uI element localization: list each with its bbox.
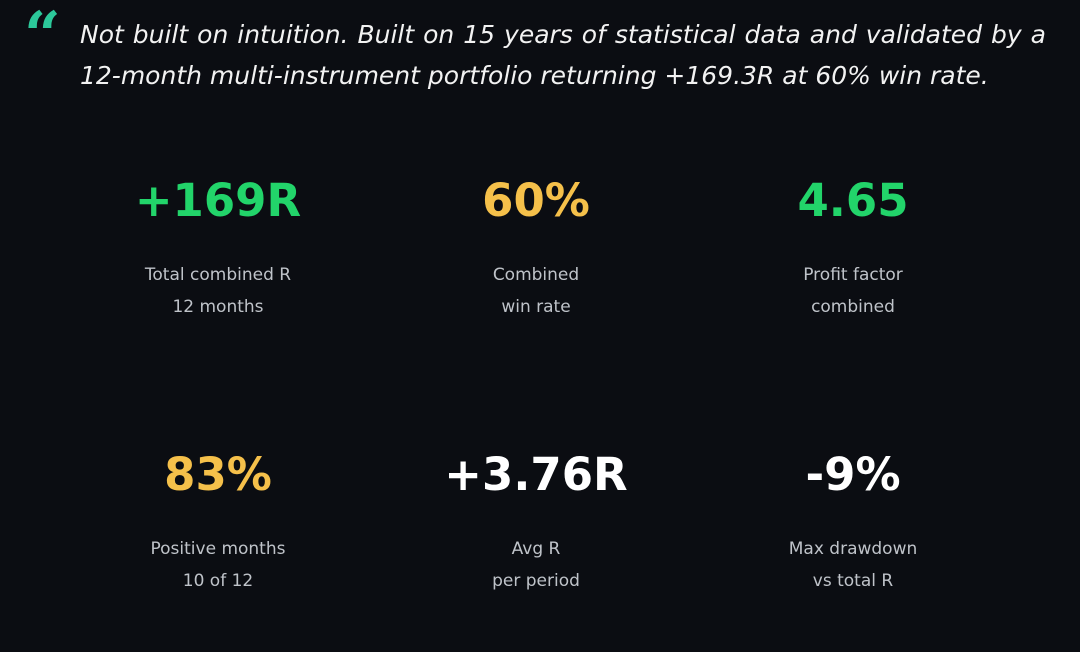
- stat-value: 83%: [164, 448, 272, 501]
- stat-value: +3.76R: [444, 448, 628, 501]
- stat-label: Max drawdown: [788, 539, 918, 559]
- stat-label: combined: [811, 297, 895, 317]
- quote: Not built on intuition. Built on 15 year…: [80, 20, 1046, 90]
- stat-label: Avg R: [511, 539, 561, 559]
- stat-label: 10 of 12: [182, 571, 254, 591]
- stat: 4.65 Profit factor combined: [693, 178, 1013, 323]
- stat-value: 4.65: [797, 174, 909, 227]
- stat: 60% Combined win rate: [376, 178, 696, 323]
- stat: 83% Positive months 10 of 12: [58, 452, 378, 597]
- stat-value: 60%: [482, 174, 590, 227]
- stat-label: Positive months: [150, 539, 286, 559]
- stat-value: +169R: [134, 174, 302, 227]
- quote-icon: “: [24, 0, 61, 73]
- stat-label: 12 months: [172, 297, 264, 317]
- stat: -9% Max drawdown vs total R: [693, 452, 1013, 597]
- stat-label: win rate: [501, 297, 571, 317]
- stat-value: -9%: [805, 448, 901, 501]
- stat-label: per period: [492, 571, 580, 591]
- stat-label: Combined: [492, 265, 580, 285]
- stat-label: vs total R: [812, 571, 894, 591]
- stat-label: Profit factor: [803, 265, 903, 285]
- stat-label: Total combined R: [144, 265, 292, 285]
- stat: +169R Total combined R 12 months: [58, 178, 378, 323]
